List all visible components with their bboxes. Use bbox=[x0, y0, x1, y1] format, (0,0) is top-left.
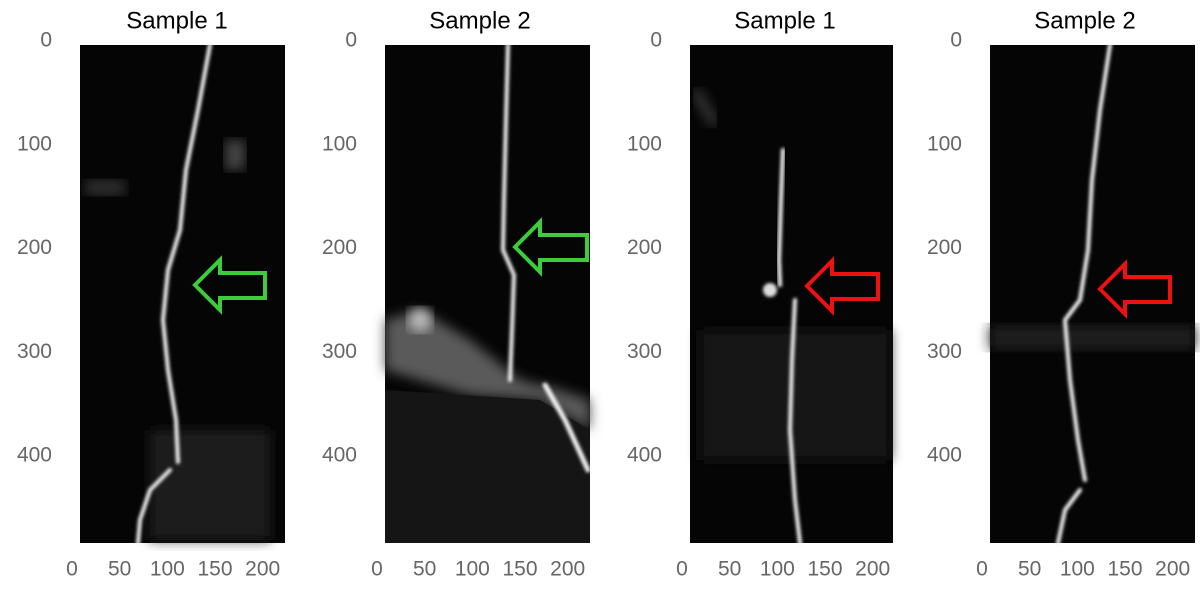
y-tick-label: 100 bbox=[322, 132, 357, 155]
y-tick-label: 200 bbox=[927, 236, 962, 259]
x-tick-label: 50 bbox=[413, 558, 436, 581]
image bbox=[990, 43, 1195, 545]
x-tick-label: 50 bbox=[718, 558, 741, 581]
y-tick-label: 300 bbox=[627, 340, 662, 363]
x-tick-label: 150 bbox=[197, 558, 232, 581]
x-tick-label: 100 bbox=[150, 558, 185, 581]
x-tick-label: 200 bbox=[550, 558, 585, 581]
x-tick-label: 0 bbox=[66, 558, 78, 581]
image bbox=[80, 43, 285, 545]
x-tick-label: 0 bbox=[676, 558, 688, 581]
y-tick-label: 200 bbox=[17, 236, 52, 259]
x-tick-label: 100 bbox=[1060, 558, 1095, 581]
arrow bbox=[512, 217, 589, 277]
y-tick-label: 0 bbox=[650, 29, 662, 52]
x-tick-label: 0 bbox=[976, 558, 988, 581]
x-tick-label: 200 bbox=[1155, 558, 1190, 581]
panel-title: Sample 2 bbox=[429, 7, 530, 34]
x-tick-label: 200 bbox=[245, 558, 280, 581]
arrow bbox=[804, 256, 880, 316]
y-tick-label: 100 bbox=[627, 132, 662, 155]
x-tick-label: 0 bbox=[371, 558, 383, 581]
x-tick-label: 100 bbox=[760, 558, 795, 581]
y-tick-label: 100 bbox=[927, 132, 962, 155]
x-tick-label: 50 bbox=[1018, 558, 1041, 581]
arrow bbox=[192, 255, 267, 315]
panel-title: Sample 2 bbox=[1034, 7, 1135, 34]
panel-title: Sample 1 bbox=[126, 7, 227, 34]
y-tick-label: 0 bbox=[950, 29, 962, 52]
y-tick-label: 100 bbox=[17, 132, 52, 155]
y-tick-label: 200 bbox=[627, 236, 662, 259]
x-tick-label: 50 bbox=[108, 558, 131, 581]
y-tick-label: 300 bbox=[17, 340, 52, 363]
y-tick-label: 200 bbox=[322, 236, 357, 259]
y-tick-label: 400 bbox=[627, 444, 662, 467]
arrow bbox=[1097, 259, 1172, 319]
x-tick-label: 150 bbox=[807, 558, 842, 581]
y-tick-label: 400 bbox=[17, 444, 52, 467]
x-tick-label: 150 bbox=[1107, 558, 1142, 581]
x-tick-label: 150 bbox=[502, 558, 537, 581]
panel-title: Sample 1 bbox=[734, 7, 835, 34]
y-tick-label: 300 bbox=[927, 340, 962, 363]
y-tick-label: 400 bbox=[322, 444, 357, 467]
y-tick-label: 400 bbox=[927, 444, 962, 467]
image bbox=[690, 45, 893, 545]
image bbox=[385, 43, 591, 543]
x-tick-label: 100 bbox=[455, 558, 490, 581]
y-tick-label: 0 bbox=[40, 29, 52, 52]
y-tick-label: 300 bbox=[322, 340, 357, 363]
x-tick-label: 200 bbox=[855, 558, 890, 581]
y-tick-label: 0 bbox=[345, 29, 357, 52]
